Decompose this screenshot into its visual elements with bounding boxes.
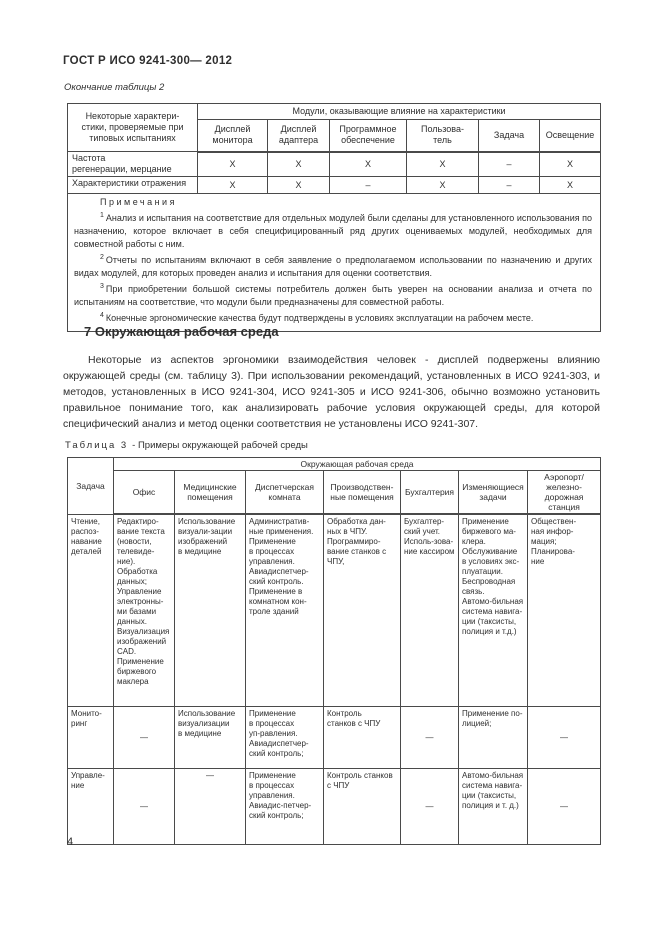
table-cell: X	[329, 151, 407, 177]
table-cell: —	[174, 768, 246, 845]
table3-task-cell: Монито- ринг	[67, 706, 114, 769]
section-heading: 7 Окружающая рабочая среда	[84, 324, 279, 339]
table3-col-changing-tasks: Изменяющиеся задачи	[458, 470, 528, 515]
table-cell: –	[478, 151, 540, 177]
table-cell: –	[329, 176, 407, 194]
table-cell: Использование визуали-зации изображений …	[174, 513, 246, 707]
table2-row-label: Характеристики отражения	[67, 176, 198, 194]
table-cell: Применение биржевого ма- клера. Обслужив…	[458, 513, 528, 707]
table3-caption-text: - Примеры окружающей рабочей среды	[132, 440, 308, 451]
table3-col-airport-station: Аэропорт/ железно- дорожная станция	[526, 470, 602, 515]
table-cell: Контроль станков с ЧПУ	[323, 768, 401, 845]
page-number: 4	[67, 836, 74, 848]
table-cell: Контроль станков с ЧПУ	[323, 706, 401, 769]
note-number: 3	[100, 283, 104, 290]
table-cell: Бухгалтер- ский учет. Исполь-зова- ние к…	[400, 513, 459, 707]
section-paragraph: Некоторые из аспектов эргономики взаимод…	[63, 354, 600, 430]
table-cell: Редактиро- вание текста (новости, телеви…	[113, 513, 175, 707]
table3-col-office: Офис	[113, 470, 175, 515]
table2-col-task: Задача	[478, 119, 540, 153]
table-cell: Использование визуализации в медицине	[174, 706, 246, 769]
note-paragraph: 4 Конечные эргономические качества будут …	[74, 309, 592, 325]
table-cell: —	[526, 768, 602, 845]
table2-continuation-caption: Окончание таблицы 2	[64, 82, 165, 93]
note-paragraph: 2 Отчеты по испытаниям включают в себя за…	[74, 251, 592, 280]
table-cell: —	[113, 768, 175, 845]
table-cell: —	[113, 706, 175, 769]
table-cell: X	[267, 176, 330, 194]
table-cell: X	[406, 151, 479, 177]
table3-work-environment: Задача Окружающая рабочая среда Офис Мед…	[67, 457, 602, 845]
note-number: 2	[100, 254, 104, 261]
table3-task-cell: Чтение, распоз- навание деталей	[67, 513, 114, 707]
table-row: Чтение, распоз- навание деталей Редактир…	[67, 513, 602, 707]
notes-title: Примечания	[100, 197, 177, 207]
table-cell: —	[400, 706, 459, 769]
table3-col-accounting: Бухгалтерия	[400, 470, 459, 515]
table-cell: Обработка дан- ных в ЧПУ. Программиро- в…	[323, 513, 401, 707]
table-row: Монито- ринг — Использование визуализаци…	[67, 706, 602, 769]
note-number: 1	[100, 212, 104, 219]
table-row: Управле- ние — — Применение в процессах …	[67, 768, 602, 845]
note-text: Отчеты по испытаниям включают в себя зая…	[74, 255, 593, 278]
table-cell: —	[526, 706, 602, 769]
table-cell: Применение в процессах уп-равления. Авиа…	[245, 706, 324, 769]
table-cell: X	[538, 176, 602, 194]
table-cell: X	[406, 176, 479, 194]
table2-row-label: Частота регенерации, мерцание	[67, 151, 198, 177]
table3-group-header: Окружающая рабочая среда	[112, 457, 602, 471]
table-cell: Применение по- лицией;	[458, 706, 528, 769]
table3-col-production: Производствен- ные помещения	[323, 470, 401, 515]
table-row: Характеристики отражения X X – X – X	[67, 176, 602, 194]
table-cell: X	[538, 151, 602, 177]
table-cell: Автомо-бильная система навига- ции (такс…	[458, 768, 528, 845]
table2-col-user: Пользова- тель	[406, 119, 479, 153]
table3-caption: Таблица 3- Примеры окружающей рабочей ср…	[65, 440, 308, 451]
table3-col-medical: Медицинские помещения	[174, 470, 246, 515]
table2-group-header: Модули, оказывающие влияние на характери…	[196, 103, 602, 120]
table2-col-lighting: Освещение	[538, 119, 602, 153]
table-cell: Административ- ные применения. Применени…	[245, 513, 324, 707]
note-paragraph: 3 При приобретении большой системы потреб…	[74, 280, 592, 309]
table-cell: —	[400, 768, 459, 845]
table2-corner-header: Некоторые характери- стики, проверяемые …	[67, 103, 198, 152]
table2-col-display-adapter: Дисплей адаптера	[267, 119, 330, 153]
table-cell: X	[267, 151, 330, 177]
table3-corner-header: Задача	[67, 457, 114, 515]
table2-notes-row: Примечания 1 Анализ и испытания на соотве…	[66, 193, 602, 332]
table2-notes-cell: Примечания 1 Анализ и испытания на соотве…	[66, 193, 602, 332]
note-number: 4	[100, 312, 104, 319]
table-cell: X	[197, 151, 268, 177]
table2-col-software: Программное обеспечение	[329, 119, 407, 153]
table3-col-control-room: Диспетчерская комната	[245, 470, 324, 515]
table3-task-cell: Управле- ние	[67, 768, 114, 845]
note-text: При приобретении большой системы потреби…	[74, 284, 593, 307]
note-paragraph: 1 Анализ и испытания на соответствие для …	[74, 209, 592, 251]
note-text: Конечные эргономические качества будут п…	[105, 313, 534, 323]
document-title: ГОСТ Р ИСО 9241-300— 2012	[63, 55, 233, 67]
note-text: Анализ и испытания на соответствие для о…	[74, 213, 593, 249]
table-cell: X	[197, 176, 268, 194]
table-cell: –	[478, 176, 540, 194]
table-row: Частота регенерации, мерцание X X X X – …	[67, 151, 602, 177]
table2-module-characteristics: Некоторые характери- стики, проверяемые …	[66, 103, 602, 332]
table2-col-display-monitor: Дисплей монитора	[197, 119, 268, 153]
table3-caption-label: Таблица 3	[65, 440, 129, 451]
table-cell: Применение в процессах управления. Авиад…	[245, 768, 324, 845]
table-cell: Обществен- ная инфор- мация; Планирова- …	[526, 513, 602, 707]
